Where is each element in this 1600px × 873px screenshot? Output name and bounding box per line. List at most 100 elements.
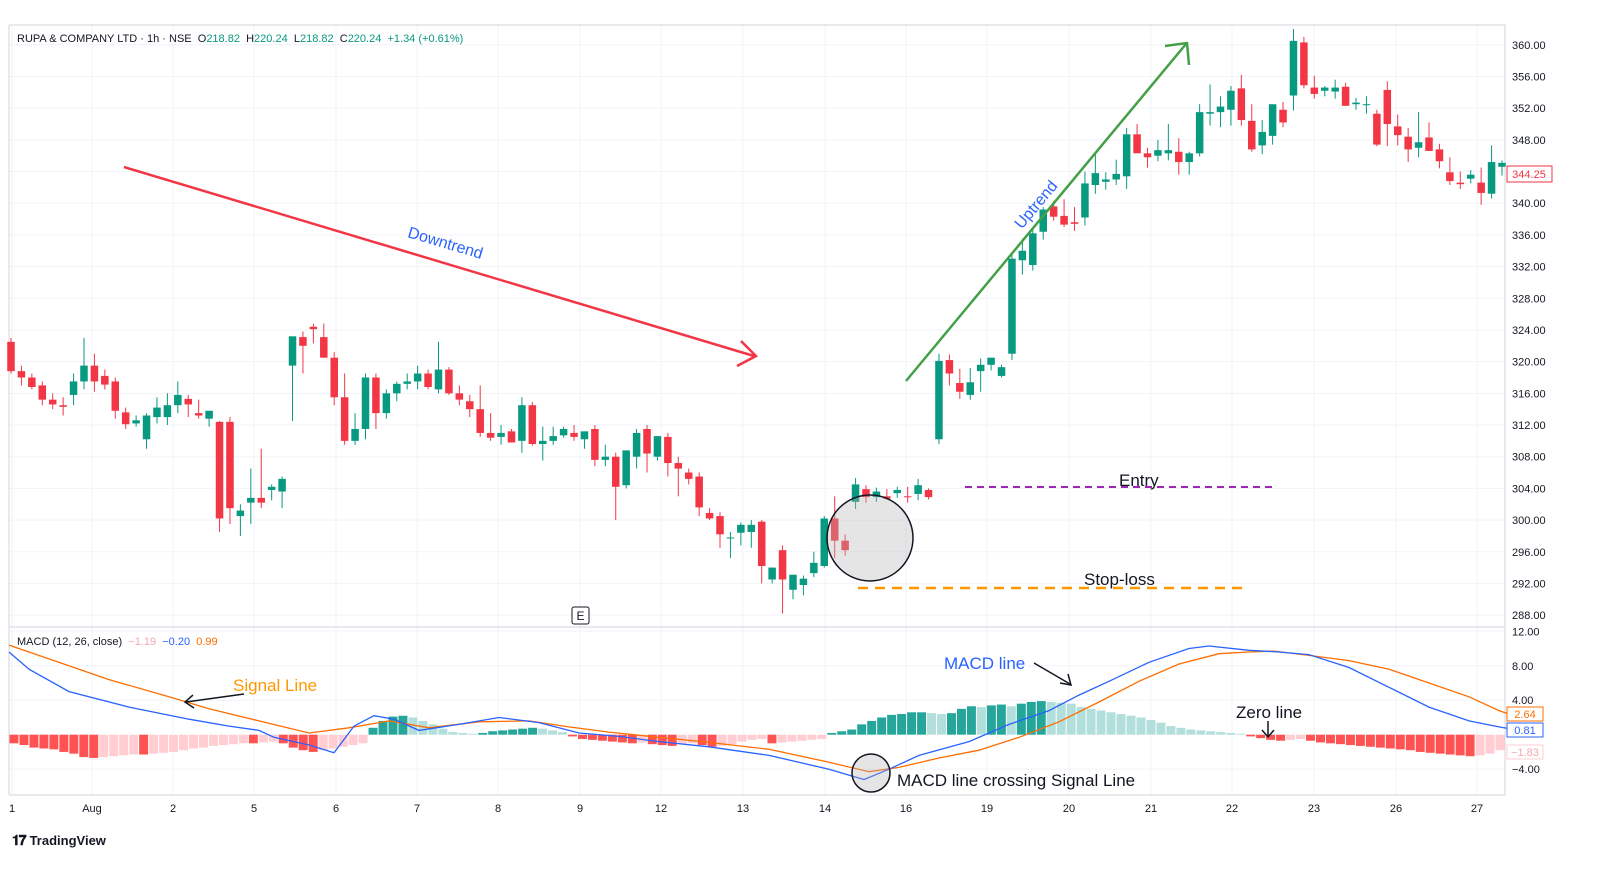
macd-line (8, 645, 1515, 781)
candle-body (789, 574, 797, 590)
candle-body (1195, 112, 1204, 154)
histogram-bar (587, 734, 597, 740)
candle-body (778, 550, 787, 580)
candle-body (632, 432, 641, 457)
candle-body (705, 512, 714, 519)
candle-body (987, 357, 995, 365)
histogram-bar (119, 734, 129, 756)
histogram-bar (907, 712, 917, 735)
crossover-label: MACD line crossing Signal Line (897, 771, 1135, 790)
histogram-bar (1146, 720, 1156, 735)
candle-body (257, 497, 265, 503)
candle-body (403, 381, 411, 384)
histogram-bar (1006, 706, 1016, 735)
candle-body (1091, 173, 1100, 186)
candle-body (340, 397, 349, 441)
candle-body (1060, 215, 1068, 225)
candle-body (622, 450, 630, 486)
candle-body (1070, 222, 1079, 224)
histogram-bar (797, 734, 807, 741)
histogram-bar (1286, 734, 1296, 740)
time-axis[interactable]: 1 Aug 2 5 6 7 8 9 12 13 14 16 19 20 21 22 23 26 27 (9, 803, 1483, 815)
price-tick-label: 324.00 (1512, 325, 1546, 337)
macd-tick-label: −4.00 (1512, 764, 1540, 776)
candle-body (361, 377, 370, 429)
histogram-bar (976, 707, 986, 735)
candle-body (643, 428, 651, 454)
candle-body (601, 456, 610, 460)
histogram-bar (1385, 734, 1395, 749)
histogram-bar (1026, 701, 1036, 735)
price-tick-label: 328.00 (1512, 293, 1546, 305)
candle-body (1154, 150, 1162, 156)
histogram-bar (1096, 710, 1106, 735)
price-tick-label: 332.00 (1512, 262, 1546, 274)
earnings-marker[interactable]: E (571, 606, 590, 625)
histogram-bar (1335, 734, 1345, 745)
candle-body (17, 371, 26, 378)
candle-body (956, 383, 964, 392)
histogram-bar (159, 734, 169, 753)
candle-body (455, 393, 464, 400)
candle-body (236, 510, 245, 517)
time-tick-label: 1 (9, 803, 15, 815)
candle-body (903, 496, 912, 498)
candle-body (1175, 151, 1183, 163)
macd-header[interactable]: MACD (12, 26, close) −1.19 −0.20 0.99 (17, 636, 218, 648)
candle-body (737, 524, 745, 533)
histogram-bar (1076, 707, 1086, 735)
histogram-bar (1226, 732, 1236, 735)
histogram-bar (378, 720, 388, 735)
histogram-bar (89, 734, 99, 758)
candle-body (184, 398, 193, 405)
candle-body (90, 365, 99, 382)
candle-body (997, 367, 1006, 376)
candle-body (1081, 183, 1089, 218)
histogram-bar (328, 734, 338, 749)
time-tick-label: 26 (1390, 803, 1402, 815)
histogram-bar (1266, 734, 1276, 740)
histogram-bar (478, 732, 488, 735)
histogram-bar (1465, 734, 1475, 757)
histogram-bar (258, 734, 268, 743)
time-tick-label: 27 (1471, 803, 1483, 815)
price-axis[interactable]: 360.00356.00352.00348.00344.00340.00336.… (1512, 40, 1546, 622)
macd-axis[interactable]: 12.00 8.00 4.00 −4.00 (1512, 626, 1540, 776)
candle-body (38, 385, 47, 400)
candle-body (539, 440, 547, 445)
histogram-bar (986, 705, 996, 735)
candle-body (80, 365, 88, 382)
tradingview-logo[interactable]: 𝟏𝟕 TradingView (12, 832, 106, 849)
histogram-bar (937, 714, 946, 735)
candle-body (684, 472, 693, 479)
histogram-bar (946, 713, 956, 735)
candle-body (1143, 153, 1152, 158)
histogram-bar (308, 734, 318, 752)
time-tick-label: 5 (251, 803, 257, 815)
chart-header[interactable]: RUPA & COMPANY LTD · 1h · NSE O218.82 H2… (17, 33, 463, 45)
candle-body (142, 415, 151, 440)
time-tick-label: 22 (1226, 803, 1238, 815)
histogram-bar (1246, 734, 1256, 737)
candle-body (1383, 89, 1392, 125)
candle-body (653, 436, 662, 457)
candle-body (299, 337, 307, 346)
histogram-bar (1056, 702, 1066, 735)
candle-body (716, 516, 724, 535)
symbol-title[interactable]: RUPA & COMPANY LTD · 1h · NSE (17, 33, 192, 45)
candle-body (48, 399, 57, 405)
candles[interactable] (7, 28, 1506, 614)
histogram-bar (757, 734, 767, 739)
candle-body (226, 421, 234, 509)
macd-title[interactable]: MACD (12, 26, close) (17, 636, 123, 648)
candle-body (1216, 106, 1225, 113)
histogram-bar (1236, 733, 1246, 735)
histogram-bar (817, 734, 827, 739)
histogram-bar (1126, 715, 1136, 735)
histogram-bar (1206, 731, 1216, 735)
histogram-bar (1156, 722, 1166, 735)
candle-body (695, 476, 703, 508)
histogram-bar (458, 732, 468, 735)
